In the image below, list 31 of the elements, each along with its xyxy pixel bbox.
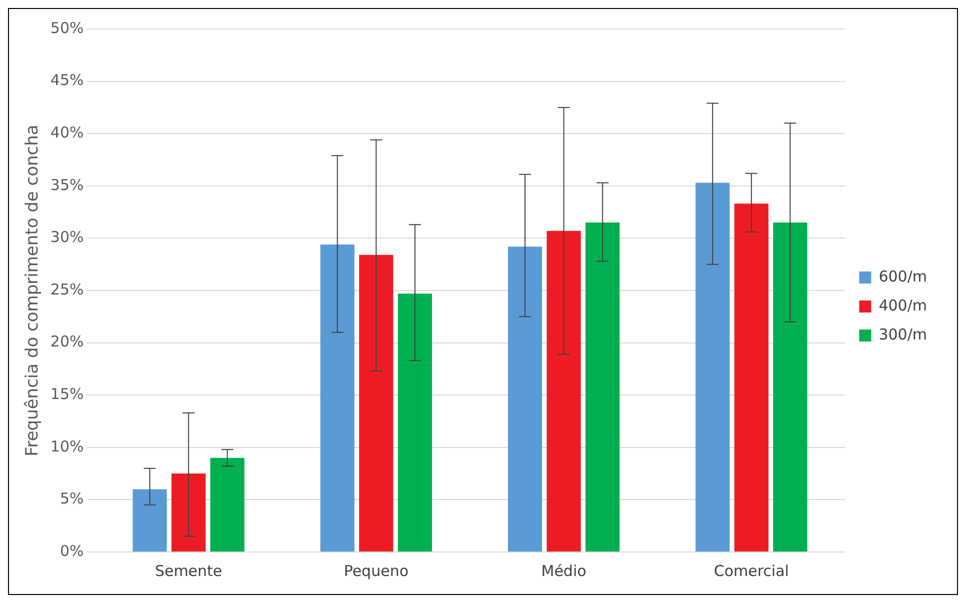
bar (171, 474, 206, 552)
y-tick-label: 20% (50, 332, 84, 351)
bar (585, 222, 620, 552)
y-tick-label: 25% (50, 280, 84, 298)
x-tick-label: Médio (541, 562, 586, 580)
legend-label: 400/m (878, 296, 927, 314)
y-tick-label: 35% (50, 176, 84, 194)
y-tick-label: 5% (60, 490, 84, 508)
y-tick-label: 40% (50, 123, 84, 142)
x-tick-label: Comercial (714, 562, 789, 580)
bar (696, 182, 730, 552)
bar (320, 244, 354, 552)
legend-label: 600/m (878, 267, 927, 286)
bar (359, 254, 394, 552)
x-tick-label: Semente (154, 562, 222, 580)
bar (210, 458, 244, 552)
legend-label: 300/m (878, 325, 927, 344)
bar (132, 489, 167, 552)
bar (734, 204, 768, 552)
y-tick-label: 10% (50, 437, 84, 456)
bar (398, 294, 432, 552)
bar (546, 230, 581, 552)
y-tick-label: 45% (50, 71, 84, 90)
y-tick-label: 30% (50, 228, 84, 246)
y-tick-label: 15% (50, 384, 84, 403)
bar (773, 222, 808, 552)
bar (508, 246, 542, 552)
y-axis-title: Frequência do comprimento de concha (22, 124, 43, 456)
y-tick-label: 0% (60, 542, 84, 560)
y-tick-label: 50% (50, 18, 84, 37)
x-tick-label: Pequeno (344, 562, 409, 580)
